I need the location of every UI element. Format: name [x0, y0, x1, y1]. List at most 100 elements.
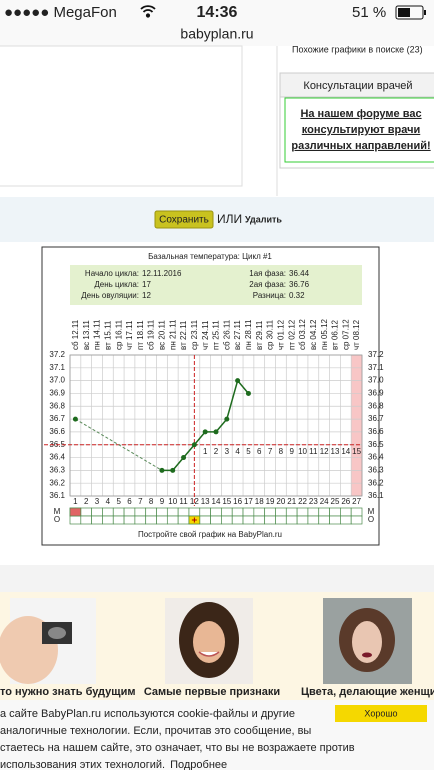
- article-image[interactable]: [0, 598, 96, 684]
- row-cell[interactable]: [231, 507, 244, 517]
- row-cell[interactable]: [199, 515, 211, 525]
- y-tick-label: 36.4: [49, 453, 65, 462]
- temperature-point: [245, 390, 251, 396]
- row-cell[interactable]: [253, 507, 266, 517]
- date-label: пн 14.11: [93, 319, 102, 350]
- row-cell[interactable]: [177, 507, 190, 517]
- day-number: 8: [149, 497, 154, 506]
- consult-inner[interactable]: [284, 97, 434, 163]
- bbt-chart: Базальная температура: Цикл #1 Постройте…: [44, 252, 384, 539]
- cookie-line: использования этих технологий.: [0, 759, 165, 770]
- row-cell[interactable]: [145, 507, 157, 517]
- row-cell[interactable]: [231, 515, 244, 525]
- row-cell[interactable]: [69, 515, 82, 525]
- article-title[interactable]: Цвета, делающие женщин: [301, 686, 434, 698]
- consult-line[interactable]: консультируют врачи: [302, 124, 420, 136]
- cookie-more-link[interactable]: Подробнее: [170, 759, 227, 770]
- row-cell[interactable]: [177, 515, 190, 525]
- row-cell[interactable]: [242, 515, 255, 525]
- row-cell[interactable]: [264, 507, 276, 517]
- y-tick-label-right: 36.5: [368, 440, 384, 449]
- similar-link[interactable]: Похожие графики в поиске (23): [292, 44, 423, 54]
- row-cell[interactable]: [91, 515, 103, 525]
- row-cell[interactable]: [221, 515, 233, 525]
- row-cell[interactable]: [156, 507, 168, 517]
- row-cell[interactable]: [221, 507, 233, 517]
- cookie-line: а сайте BabyPlan.ru используются cookie-…: [0, 708, 295, 720]
- row-cell[interactable]: [340, 515, 352, 525]
- row-cell[interactable]: [350, 515, 363, 525]
- row-cell[interactable]: [275, 507, 287, 517]
- phase-day: 7: [268, 447, 273, 456]
- row-cell[interactable]: [329, 515, 341, 525]
- row-cell[interactable]: [275, 515, 287, 525]
- chart-footer[interactable]: Постройте свой график на BabyPlan.ru: [138, 530, 282, 539]
- row-cell[interactable]: [112, 507, 125, 517]
- row-cell[interactable]: [307, 515, 320, 525]
- row-cell[interactable]: [307, 507, 320, 517]
- delete-link[interactable]: Удалить: [245, 214, 282, 224]
- row-label-right: М: [368, 507, 375, 516]
- row-cell[interactable]: [210, 507, 222, 517]
- article-image[interactable]: [323, 598, 412, 684]
- article-image[interactable]: [165, 598, 253, 684]
- day-number: 2: [84, 497, 89, 506]
- consult-line[interactable]: различных направлений!: [291, 140, 430, 152]
- row-cell[interactable]: [285, 507, 298, 517]
- row-cell[interactable]: [156, 515, 168, 525]
- row-cell[interactable]: [242, 507, 255, 517]
- date-label: пт 25.11: [212, 320, 221, 350]
- date-label: пн 21.11: [168, 319, 177, 350]
- row-cell[interactable]: [264, 515, 276, 525]
- row-cell[interactable]: [210, 515, 222, 525]
- cookie-line: стаетесь на нашем сайте, это означает, ч…: [0, 742, 355, 754]
- row-cell[interactable]: [350, 507, 363, 517]
- separator: [0, 565, 434, 592]
- consult-line[interactable]: На нашем форуме вас: [300, 108, 421, 120]
- row-cell[interactable]: [134, 515, 147, 525]
- row-cell[interactable]: [199, 507, 211, 517]
- cookie-button[interactable]: [335, 705, 427, 722]
- battery-fill: [398, 8, 410, 17]
- cookie-button-label: Хорошо: [364, 708, 397, 718]
- row-cell[interactable]: [80, 507, 92, 517]
- temperature-point: [191, 442, 197, 448]
- row-cell[interactable]: [91, 507, 103, 517]
- day-number: 1: [73, 497, 78, 506]
- phase-day: 5: [246, 447, 251, 456]
- row-cell[interactable]: [318, 515, 330, 525]
- row-cell[interactable]: [188, 507, 201, 517]
- row-cell[interactable]: [102, 507, 114, 517]
- row-cell[interactable]: [296, 507, 309, 517]
- row-cell[interactable]: [253, 515, 266, 525]
- row-cell[interactable]: [166, 515, 179, 525]
- consult-text: На нашем форуме вас консультируют врачи ра…: [291, 108, 430, 152]
- row-cell[interactable]: [123, 507, 136, 517]
- row-cell[interactable]: [112, 515, 125, 525]
- day-number: 27: [352, 497, 361, 506]
- row-cell[interactable]: [318, 507, 330, 517]
- row-cell[interactable]: [134, 507, 147, 517]
- info-value: 36.44: [289, 269, 310, 278]
- date-label: сб 19.11: [147, 319, 156, 350]
- row-cell[interactable]: [285, 515, 298, 525]
- row-cell[interactable]: [102, 515, 114, 525]
- article-title[interactable]: то нужно знать будущим: [0, 686, 135, 698]
- day-number: 5: [116, 497, 121, 506]
- day-number: 21: [287, 497, 296, 506]
- row-cell[interactable]: [340, 507, 352, 517]
- row-cell[interactable]: [123, 515, 136, 525]
- article-title[interactable]: Самые первые признаки: [144, 686, 280, 698]
- row-cell[interactable]: [145, 515, 157, 525]
- url[interactable]: babyplan.ru: [180, 26, 253, 42]
- date-label: вс 20.11: [158, 320, 167, 350]
- day-number: 11: [179, 497, 188, 506]
- row-cell[interactable]: [329, 507, 341, 517]
- day-number: 18: [255, 497, 264, 506]
- row-cell[interactable]: [296, 515, 309, 525]
- row-cell[interactable]: [80, 515, 92, 525]
- actions-bar: [0, 197, 434, 242]
- row-cell[interactable]: [166, 507, 179, 517]
- save-button[interactable]: [154, 210, 214, 229]
